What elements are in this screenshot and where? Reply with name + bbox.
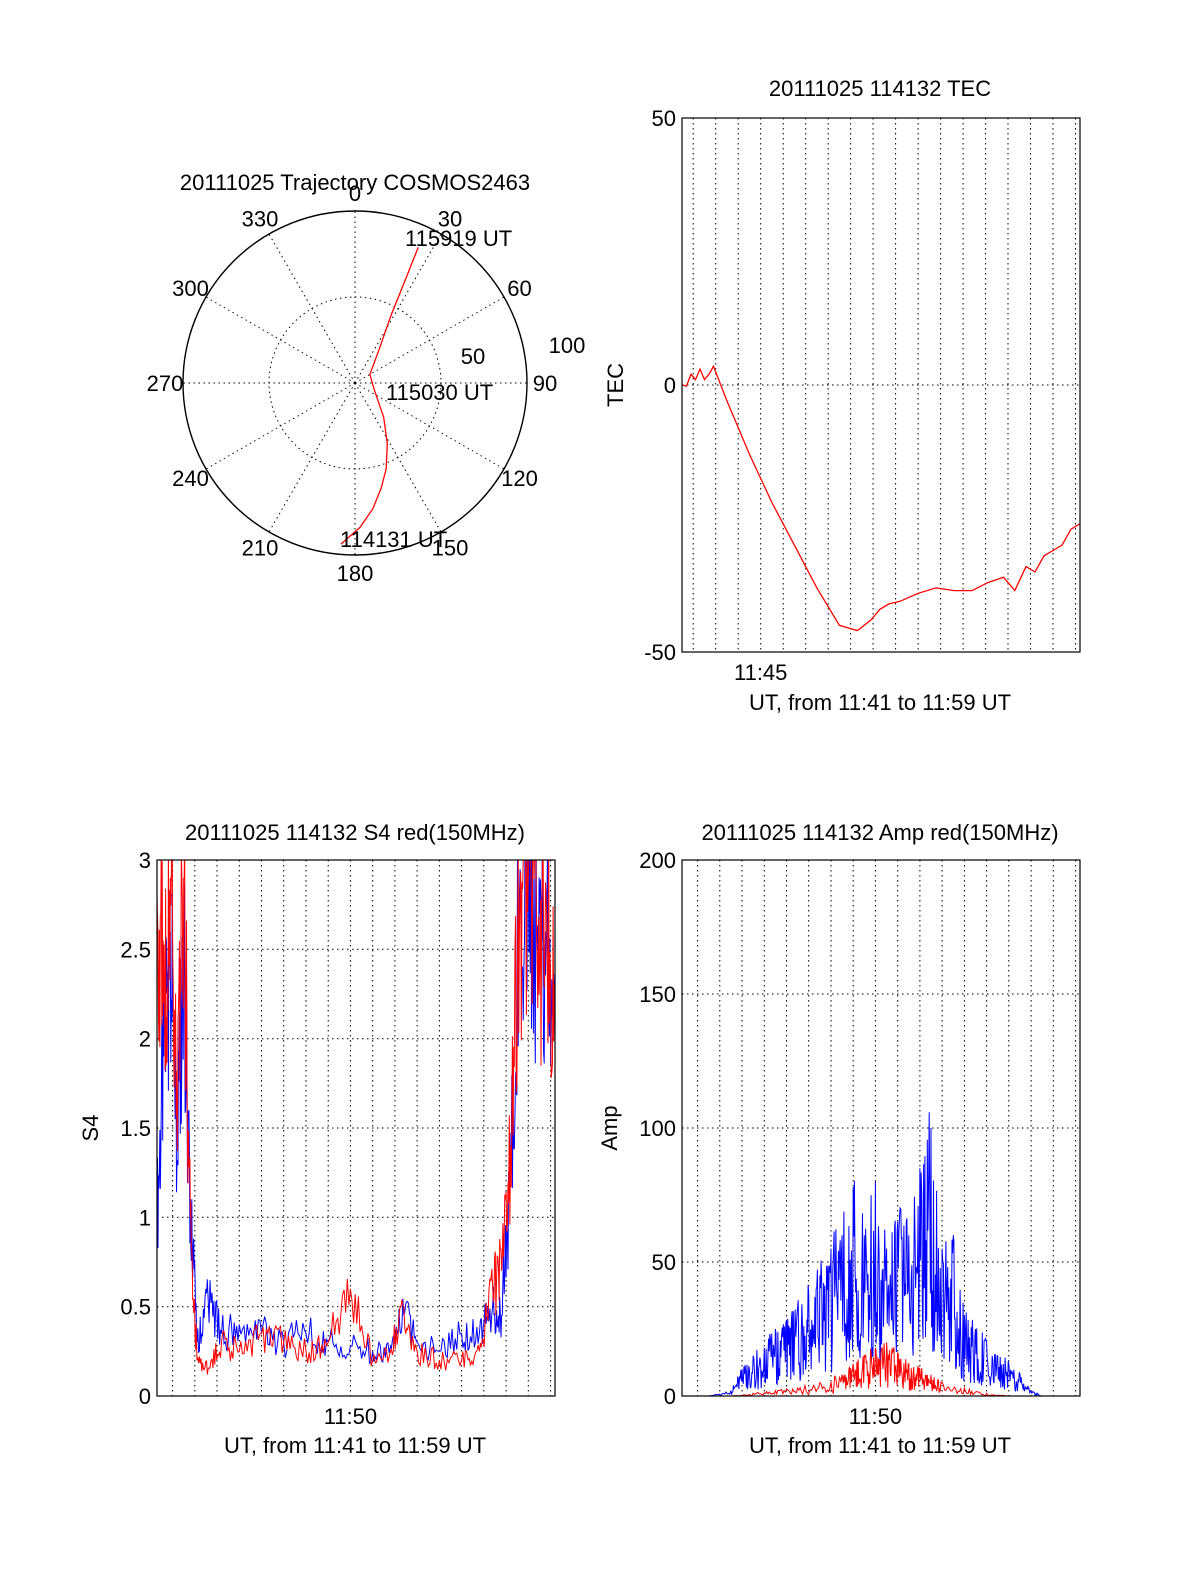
s4-y-axis-label: S4 bbox=[78, 1115, 103, 1142]
amp-title: 20111025 114132 Amp red(150MHz) bbox=[701, 820, 1058, 845]
polar-radial-label-50: 50 bbox=[461, 344, 485, 369]
s4-y-tick-label: 0 bbox=[139, 1384, 151, 1409]
tec-grid bbox=[682, 117, 1080, 653]
trajectory-start-time-label: 114131 UT bbox=[340, 527, 447, 552]
s4-x-tick-labels: 11:50 bbox=[324, 1404, 377, 1429]
polar-azimuth-label-180: 180 bbox=[337, 561, 374, 586]
amp-y-tick-labels: 0 50 100 150 200 bbox=[639, 848, 676, 1409]
polar-spoke-210 bbox=[268, 382, 356, 533]
polar-spoke-300 bbox=[205, 296, 356, 384]
s4-title: 20111025 114132 S4 red(150MHz) bbox=[185, 820, 525, 845]
tec-y-tick-label: 0 bbox=[664, 373, 676, 398]
amp-series-blue-line bbox=[682, 1112, 1080, 1396]
polar-spoke-60 bbox=[354, 296, 505, 384]
polar-azimuth-label-150: 150 bbox=[432, 536, 469, 561]
tec-series bbox=[682, 364, 1080, 632]
polar-azimuth-label-300: 300 bbox=[172, 276, 209, 301]
polar-azimuth-label-0: 0 bbox=[349, 181, 361, 206]
polar-spoke-240 bbox=[205, 382, 356, 470]
amp-x-tick-label: 11:50 bbox=[849, 1404, 902, 1429]
s4-panel: 20111025 114132 S4 red(150MHz) 0 0.5 1 1.5 2… bbox=[78, 820, 556, 1458]
amp-x-axis-label: UT, from 11:41 to 11:59 UT bbox=[749, 1433, 1011, 1458]
s4-y-tick-label: 2 bbox=[139, 1027, 151, 1052]
amp-y-tick-label: 50 bbox=[652, 1250, 676, 1275]
tec-x-axis-label: UT, from 11:41 to 11:59 UT bbox=[749, 690, 1011, 715]
s4-x-tick-label: 11:50 bbox=[324, 1404, 377, 1429]
polar-azimuth-label-270: 270 bbox=[147, 371, 184, 396]
polar-azimuth-label-120: 120 bbox=[501, 466, 538, 491]
s4-x-axis-label: UT, from 11:41 to 11:59 UT bbox=[224, 1433, 486, 1458]
s4-series-red-line bbox=[157, 860, 555, 1375]
s4-y-tick-label: 1 bbox=[139, 1205, 151, 1230]
polar-azimuth-label-60: 60 bbox=[507, 276, 531, 301]
polar-spoke-120 bbox=[354, 382, 505, 470]
s4-y-tick-label: 0.5 bbox=[120, 1295, 151, 1320]
amp-panel: 20111025 114132 Amp red(150MHz) 0 50 100 15… bbox=[597, 820, 1081, 1458]
tec-plot-frame bbox=[681, 117, 1081, 653]
tec-panel: 20111025 114132 TEC -50 0 50 11:45 UT, fro… bbox=[603, 76, 1081, 715]
polar-outer-circle bbox=[182, 210, 528, 556]
tec-y-axis-label: TEC bbox=[603, 363, 628, 407]
tec-y-tick-labels: -50 0 50 bbox=[644, 106, 676, 665]
tec-title: 20111025 114132 TEC bbox=[769, 76, 991, 101]
amp-series bbox=[682, 1112, 1080, 1396]
amp-y-tick-label: 200 bbox=[639, 848, 676, 873]
trajectory-mid-time-label: 115030 UT bbox=[386, 380, 493, 405]
polar-trajectory-panel: 20111025 Trajectory COSMOS2463 0 30 60 90 12… bbox=[147, 170, 586, 586]
tec-series-red-line bbox=[682, 364, 1080, 632]
polar-azimuth-label-210: 210 bbox=[242, 536, 279, 561]
polar-title: 20111025 Trajectory COSMOS2463 bbox=[180, 170, 530, 195]
polar-spoke-330 bbox=[268, 233, 356, 384]
s4-y-tick-label: 2.5 bbox=[120, 937, 151, 962]
amp-plot-frame bbox=[681, 859, 1081, 1397]
amp-y-tick-label: 150 bbox=[639, 982, 676, 1007]
trajectory-line bbox=[340, 247, 419, 545]
trajectory-end-time-label: 115919 UT bbox=[405, 226, 512, 251]
polar-azimuth-label-90: 90 bbox=[533, 371, 557, 396]
s4-plot-frame bbox=[156, 859, 556, 1397]
polar-spoke-150 bbox=[354, 382, 442, 533]
s4-y-tick-labels: 0 0.5 1 1.5 2 2.5 3 bbox=[120, 848, 151, 1409]
polar-spoke-30 bbox=[354, 233, 442, 384]
tec-y-tick-label: 50 bbox=[652, 106, 676, 131]
amp-y-axis-label: Amp bbox=[597, 1105, 622, 1150]
polar-azimuth-label-240: 240 bbox=[172, 466, 209, 491]
tec-x-tick-label: 11:45 bbox=[734, 660, 787, 685]
polar-radial-label-100: 100 bbox=[549, 333, 586, 358]
s4-series bbox=[157, 860, 555, 1375]
polar-azimuth-label-330: 330 bbox=[242, 207, 279, 232]
amp-y-tick-label: 100 bbox=[639, 1116, 676, 1141]
polar-grid bbox=[183, 211, 527, 555]
tec-y-tick-label: -50 bbox=[644, 640, 676, 665]
amp-x-tick-labels: 11:50 bbox=[849, 1404, 902, 1429]
polar-azimuth-label-30: 30 bbox=[438, 207, 462, 232]
s4-y-tick-label: 3 bbox=[139, 848, 151, 873]
polar-azimuth-labels: 0 30 60 90 120 150 180 210 240 270 300 330 bbox=[147, 181, 558, 586]
tec-x-tick-labels: 11:45 bbox=[734, 660, 787, 685]
s4-y-tick-label: 1.5 bbox=[120, 1116, 151, 1141]
amp-y-tick-label: 0 bbox=[664, 1384, 676, 1409]
amp-series-red-line bbox=[682, 1342, 1080, 1396]
